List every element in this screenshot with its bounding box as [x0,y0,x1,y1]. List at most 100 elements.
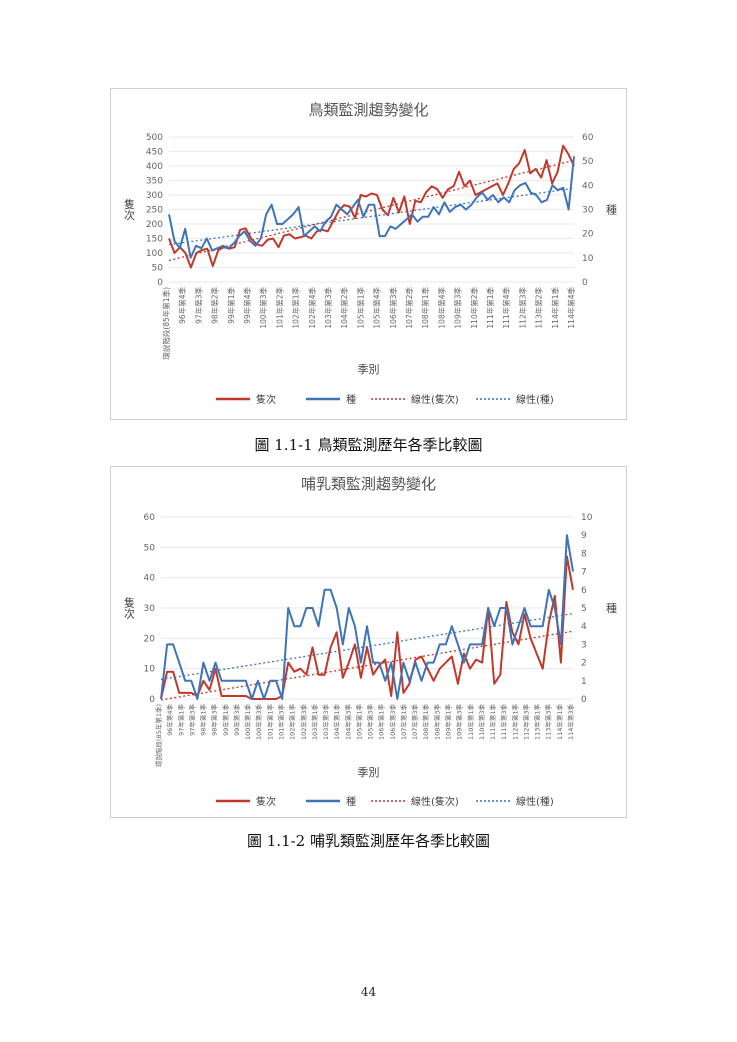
x-tick-label: 環說階段(85年第1季) [161,287,171,360]
x-tick-label: 110年第2季 [469,287,479,329]
y-right-tick-label: 60 [582,133,594,143]
y-right-tick-label: 10 [581,513,593,523]
x-tick-label: 102年第4季 [307,287,317,329]
x-tick-label: 98年第1季 [199,704,208,736]
y-left-tick-label: 150 [146,235,163,245]
x-tick-label: 107年第3季 [410,704,419,741]
y-right-tick-label: 2 [581,659,587,669]
legend-label: 隻次 [256,795,276,808]
x-tick-label: 99年第1季 [221,704,230,736]
figure-caption-2: 圖 1.1-2 哺乳類監測歷年各季比較圖 [246,832,490,850]
y-right-tick-label: 9 [581,531,587,541]
y-right-tick-label: 0 [581,695,587,705]
trendline-species [160,612,574,681]
x-tick-label: 111年第4季 [501,287,511,329]
page-number: 44 [360,985,377,999]
x-tick-label: 108年第3季 [432,704,441,741]
x-tick-label: 106年第1季 [377,704,386,741]
x-tick-label: 103年第1季 [310,704,319,741]
y-left-tick-label: 450 [146,148,163,158]
x-tick-label: 104年第3季 [343,704,352,741]
x-tick-label: 114年第4季 [566,287,576,329]
legend-label: 種 [346,393,356,406]
x-tick-label: 105年第3季 [366,704,375,741]
y-left-tick-label: 250 [146,206,163,216]
x-tick-label: 108年第1季 [420,287,430,329]
figure-caption-1: 圖 1.1-1 鳥類監測歷年各季比較圖 [254,436,483,454]
y-right-axis-label: 種 [605,203,618,215]
y-left-tick-label: 200 [146,220,163,230]
y-left-axis-label: 隻次 [123,197,136,221]
x-tick-label: 105年第4季 [372,287,382,329]
x-tick-label: 98年第2季 [210,287,220,324]
y-left-tick-label: 0 [149,695,155,705]
x-tick-label: 111年第1季 [488,704,497,741]
x-tick-label: 112年第3季 [521,704,530,741]
x-tick-label: 113年第1季 [533,704,542,741]
x-tick-label: 110年第3季 [477,704,486,741]
x-tick-label: 環說階段(85年第1季) [154,704,163,767]
x-tick-label: 104年第1季 [332,704,341,741]
x-tick-label: 109年第1季 [444,704,453,741]
y-right-tick-label: 40 [582,181,594,191]
x-tick-label: 108年第4季 [436,287,446,329]
x-tick-label: 114年第1季 [555,704,564,741]
x-tick-label: 101年第1季 [265,704,274,741]
y-right-tick-label: 20 [582,230,594,240]
series-line-count [160,555,574,700]
bird-chart: 鳥類監測趨勢變化 0 50 100 150 200 250 300 350 400 450 500 0 1… [110,88,627,420]
trendline-species [168,187,575,246]
y-right-tick-label: 8 [581,549,587,559]
y-right-tick-label: 6 [581,586,587,596]
x-tick-label: 111年第1季 [485,287,495,329]
y-left-tick-label: 50 [144,543,156,553]
x-tick-label: 106年第3季 [388,704,397,741]
x-tick-label: 99年第3季 [232,704,241,736]
x-tick-label: 112年第3季 [517,287,527,329]
x-tick-label: 97年第3季 [193,287,203,324]
y-left-tick-label: 0 [157,278,163,288]
y-left-tick-label: 10 [144,665,156,675]
chart-title: 哺乳類監測趨勢變化 [301,475,436,493]
series-line-species [168,156,575,259]
y-right-tick-label: 10 [582,254,594,264]
x-tick-label: 100年第3季 [258,287,268,329]
x-tick-label: 97年第3季 [187,704,196,736]
y-right-tick-label: 1 [581,677,587,687]
x-axis-label: 季別 [358,363,380,376]
y-right-tick-label: 3 [581,640,587,650]
x-tick-label: 111年第3季 [499,704,508,741]
y-left-axis-label: 隻次 [123,596,136,620]
y-left-tick-label: 20 [144,634,156,644]
series-line-species [160,534,574,700]
x-tick-label: 96年第4季 [165,704,174,736]
x-tick-label: 102年第1季 [291,287,301,329]
x-tick-label: 109年第3季 [453,287,463,329]
y-right-tick-label: 4 [581,622,587,632]
x-tick-label: 113年第2季 [534,287,544,329]
y-left-tick-label: 300 [146,191,163,201]
x-tick-label: 105年第1季 [354,704,363,741]
x-tick-label: 99年第1季 [226,287,236,324]
x-tick-label: 103年第3季 [323,287,333,329]
y-left-tick-label: 40 [144,574,156,584]
x-tick-label: 113年第3季 [544,704,553,741]
x-tick-label: 98年第3季 [210,704,219,736]
x-tick-label: 107年第1季 [399,704,408,741]
x-tick-label: 114年第3季 [566,704,575,741]
legend-label: 種 [346,795,356,808]
x-tick-label: 109年第3季 [455,704,464,741]
y-right-tick-label: 30 [582,206,594,216]
x-tick-label: 101年第2季 [274,287,284,329]
x-tick-label: 101年第3季 [276,704,285,741]
x-tick-label: 102年第3季 [299,704,308,741]
x-tick-label: 104年第2季 [339,287,349,329]
legend-label: 隻次 [256,393,276,406]
legend-label: 線性(種) [516,393,554,406]
x-tick-label: 97年第1季 [176,704,185,736]
x-tick-label: 100年第3季 [254,704,263,741]
x-tick-label: 108年第1季 [421,704,430,741]
y-left-tick-label: 60 [144,513,156,523]
y-right-tick-label: 50 [582,157,594,167]
